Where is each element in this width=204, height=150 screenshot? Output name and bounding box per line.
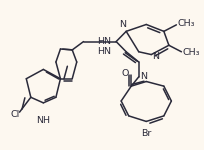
Text: CH₃: CH₃ <box>182 48 200 57</box>
Text: N: N <box>139 72 146 81</box>
Text: HN: HN <box>97 37 111 46</box>
Text: Br: Br <box>140 129 151 138</box>
Text: N: N <box>119 20 126 29</box>
Text: CH₃: CH₃ <box>177 19 194 28</box>
Text: O: O <box>121 69 128 78</box>
Text: N: N <box>151 52 158 61</box>
Text: Cl: Cl <box>10 110 19 118</box>
Text: NH: NH <box>36 116 50 125</box>
Text: HN: HN <box>97 47 111 56</box>
